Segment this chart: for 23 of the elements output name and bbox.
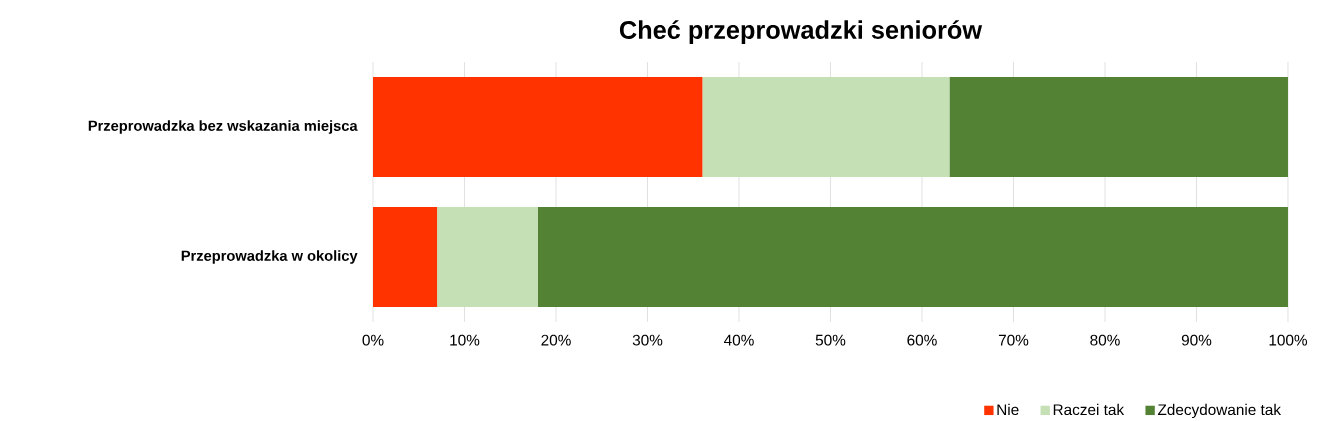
legend-label: Zdecydowanie tak (1157, 403, 1282, 419)
bar (437, 206, 538, 308)
x-tick-label: 100% (1269, 334, 1308, 346)
x-tick-label: 10% (450, 334, 480, 346)
legend-label: Nie (997, 403, 1019, 416)
y-tick-label: Przeprowadzka w okolicy (181, 250, 358, 264)
legend-label: Raczei tak (1053, 403, 1125, 416)
x-tick-label: 80% (1090, 334, 1120, 346)
bar (373, 206, 438, 308)
x-tick-label: 30% (632, 334, 663, 346)
chart-title: Cheć przeprowadzki seniorów (619, 20, 983, 44)
x-tick-label: 20% (541, 334, 571, 346)
x-tick-label: 90% (1181, 334, 1212, 346)
bar (537, 206, 1288, 308)
bar (702, 76, 950, 178)
bar (949, 76, 1288, 178)
x-tick-label: 40% (724, 334, 754, 346)
x-tick-label: 50% (815, 334, 846, 346)
x-tick-label: 0% (362, 334, 384, 346)
x-tick-label: 70% (998, 334, 1029, 346)
y-tick-label: Przeprowadzka bez wskazania miejsca (88, 120, 358, 134)
x-tick-label: 60% (907, 334, 937, 346)
bar (373, 76, 703, 178)
